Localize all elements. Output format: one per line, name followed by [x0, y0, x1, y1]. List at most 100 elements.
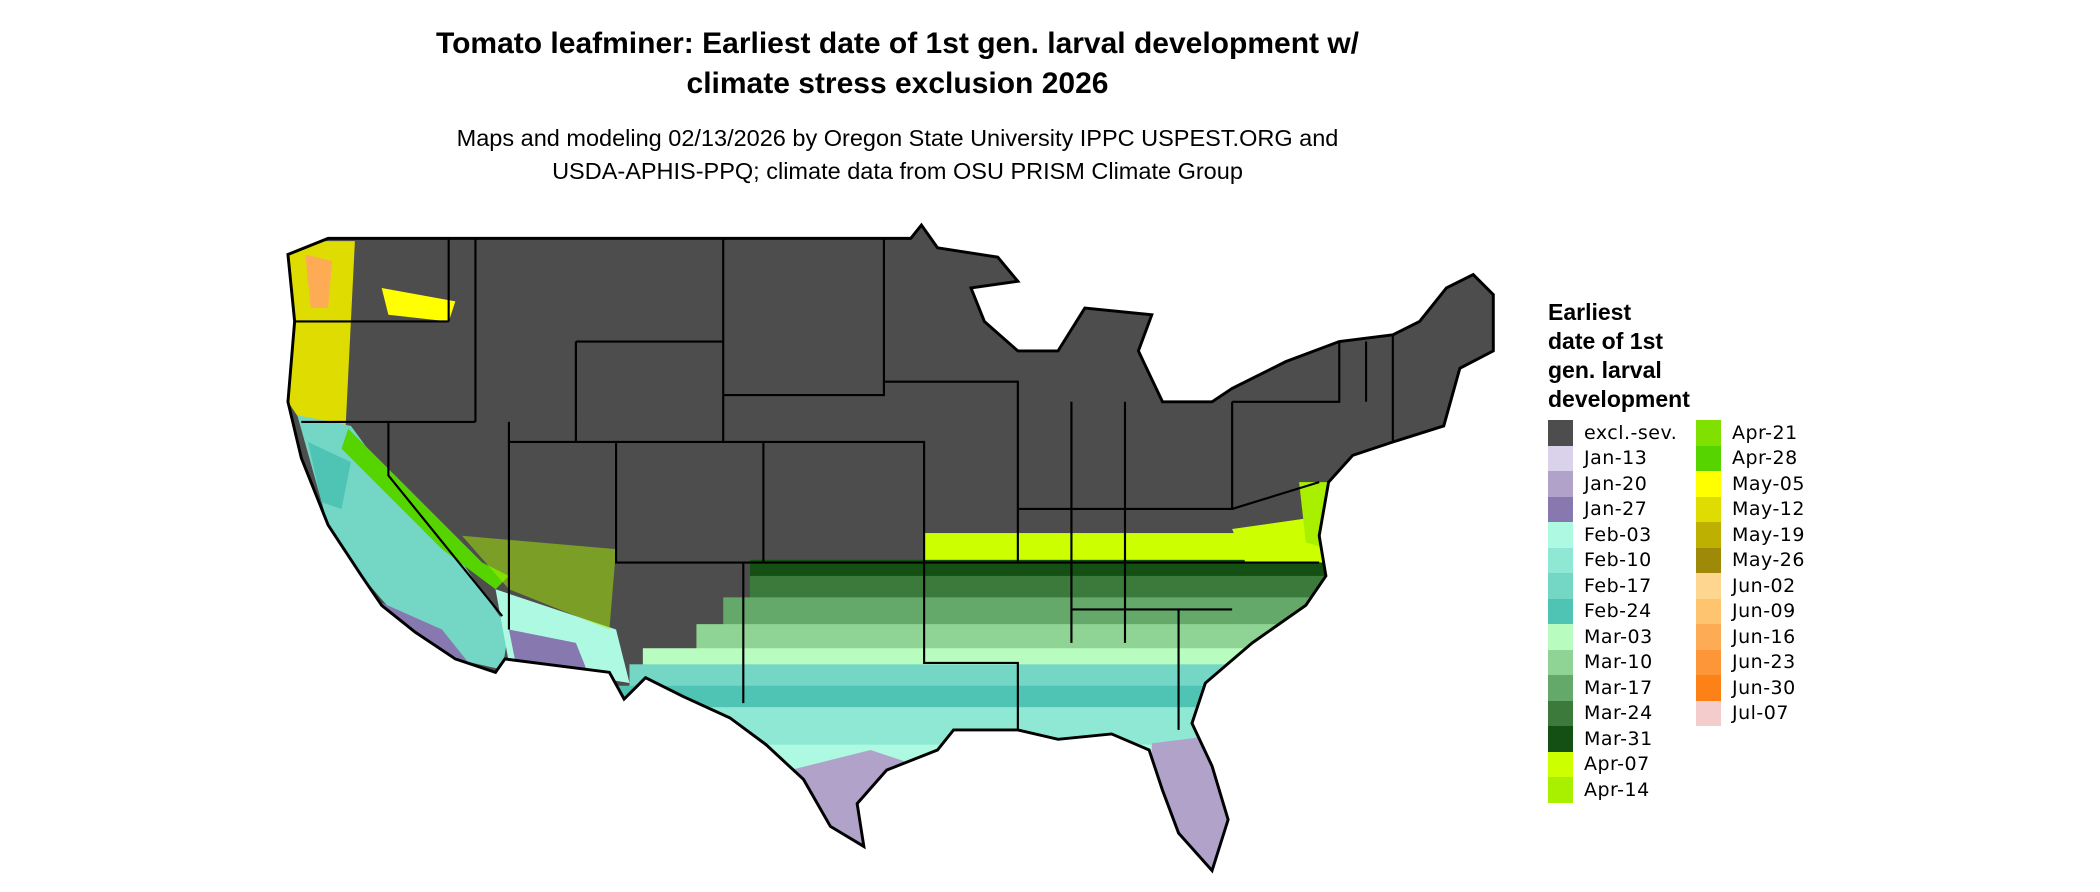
va-nc-apr07 — [1232, 515, 1326, 563]
arizona-apr14 — [462, 535, 617, 630]
legend-title-line: development — [1548, 386, 1690, 412]
legend-item: Jun-23 — [1696, 649, 1796, 675]
socal-jan27 — [381, 602, 469, 663]
state-borders — [294, 238, 1394, 730]
legend-swatch — [1696, 573, 1721, 599]
legend-swatch — [1548, 471, 1573, 497]
legend-label: Feb-03 — [1584, 523, 1652, 546]
legend-label: Jun-16 — [1732, 625, 1796, 648]
legend-title-line: gen. larval — [1548, 357, 1662, 383]
legend-label: Mar-17 — [1584, 676, 1653, 699]
legend-swatch — [1548, 598, 1573, 624]
legend-label: Jun-02 — [1732, 574, 1796, 597]
legend-label: Jan-20 — [1584, 472, 1648, 495]
legend-label: Apr-28 — [1732, 447, 1798, 470]
band-feb24 — [616, 685, 1233, 710]
map-title: Tomato leafminer: Earliest date of 1st g… — [300, 24, 1495, 104]
legend-swatch — [1696, 675, 1721, 701]
legend-item: Jan-20 — [1548, 471, 1647, 497]
legend-swatch — [1696, 598, 1721, 624]
legend-item: Apr-28 — [1696, 445, 1798, 471]
subtitle-line-2: USDA-APHIS-PPQ; climate data from OSU PR… — [552, 158, 1243, 184]
legend-swatch — [1696, 700, 1721, 726]
legend-label: Jun-23 — [1732, 651, 1796, 674]
legend-item: May-12 — [1696, 496, 1805, 522]
legend-item: excl.-sev. — [1548, 420, 1677, 446]
olympic-jun16 — [305, 254, 333, 309]
columbia-basin-may05 — [381, 287, 456, 322]
legend-item: Feb-03 — [1548, 522, 1652, 548]
sierra-apr28 — [341, 428, 509, 590]
legend-item: Jun-16 — [1696, 624, 1796, 650]
legend-swatch — [1696, 420, 1721, 446]
legend-swatch — [1696, 471, 1721, 497]
legend-label: Apr-14 — [1584, 778, 1650, 801]
legend-item: Mar-03 — [1548, 624, 1653, 650]
title-line-2: climate stress exclusion 2026 — [686, 67, 1109, 100]
texas-coast-jan20 — [790, 750, 911, 858]
legend-item: Mar-24 — [1548, 700, 1653, 726]
legend-label: excl.-sev. — [1584, 421, 1678, 444]
band-feb10 — [616, 707, 1233, 748]
legend-swatch — [1696, 445, 1721, 471]
legend-label: Apr-21 — [1732, 421, 1798, 444]
florida-jan20 — [1151, 736, 1233, 871]
band-mar17 — [723, 597, 1313, 627]
legend-label: Mar-10 — [1584, 651, 1653, 674]
california-feb17 — [297, 415, 509, 670]
subtitle-line-1: Maps and modeling 02/13/2026 by Oregon S… — [456, 125, 1339, 151]
legend-item: Mar-10 — [1548, 649, 1653, 675]
legend-label: Mar-24 — [1584, 702, 1653, 725]
legend-item: Jul-07 — [1696, 700, 1789, 726]
legend-item: May-26 — [1696, 547, 1805, 573]
legend-title-line: date of 1st — [1548, 328, 1664, 354]
legend-label: Feb-10 — [1584, 549, 1652, 572]
legend-swatch — [1696, 496, 1721, 522]
legend-label: May-19 — [1732, 523, 1805, 546]
band-feb17 — [629, 664, 1259, 689]
legend-item: Jun-09 — [1696, 598, 1796, 624]
band-mar24 — [750, 575, 1326, 601]
legend-swatch — [1548, 700, 1573, 726]
map-subtitle: Maps and modeling 02/13/2026 by Oregon S… — [300, 122, 1495, 188]
legend-label: Feb-24 — [1584, 600, 1652, 623]
legend-item: Jun-02 — [1696, 573, 1796, 599]
ca-coast-feb24 — [308, 441, 351, 509]
band-mar03 — [642, 648, 1286, 667]
legend-title: Earliest date of 1st gen. larval develop… — [1548, 298, 1690, 414]
legend-swatch — [1696, 547, 1721, 573]
legend-label: Jun-09 — [1732, 600, 1796, 623]
legend-swatch — [1548, 649, 1573, 675]
pacific-nw-may12 — [287, 241, 355, 442]
legend-label: Mar-31 — [1584, 727, 1653, 750]
band-mar10 — [696, 624, 1300, 651]
legend-swatch — [1548, 726, 1573, 752]
legend-title-line: Earliest — [1548, 299, 1632, 325]
legend-swatch — [1548, 624, 1573, 650]
legend-label: Jul-07 — [1732, 702, 1789, 725]
legend-swatch — [1548, 675, 1573, 701]
legend-swatch — [1696, 624, 1721, 650]
legend-swatch — [1548, 751, 1573, 777]
legend-label: Jan-27 — [1584, 498, 1648, 521]
legend-item: Feb-10 — [1548, 547, 1652, 573]
legend-swatch — [1548, 496, 1573, 522]
legend-swatch — [1548, 547, 1573, 573]
legend-swatch — [1548, 420, 1573, 446]
legend-label: Jun-30 — [1732, 676, 1796, 699]
legend-swatch — [1696, 649, 1721, 675]
legend-item: Jan-13 — [1548, 445, 1648, 471]
legend-item: Jun-30 — [1696, 675, 1796, 701]
legend-item: Jan-27 — [1548, 496, 1648, 522]
legend-label: May-26 — [1732, 549, 1805, 572]
legend-swatch — [1548, 573, 1573, 599]
band-feb03 — [616, 744, 1233, 871]
legend-swatch — [1548, 522, 1573, 548]
legend-label: Mar-03 — [1584, 625, 1653, 648]
legend-item: Apr-07 — [1548, 751, 1650, 777]
legend-item: Apr-21 — [1696, 420, 1798, 446]
legend-swatch — [1548, 777, 1573, 803]
legend-label: Jan-13 — [1584, 447, 1648, 470]
legend-item: May-05 — [1696, 471, 1805, 497]
